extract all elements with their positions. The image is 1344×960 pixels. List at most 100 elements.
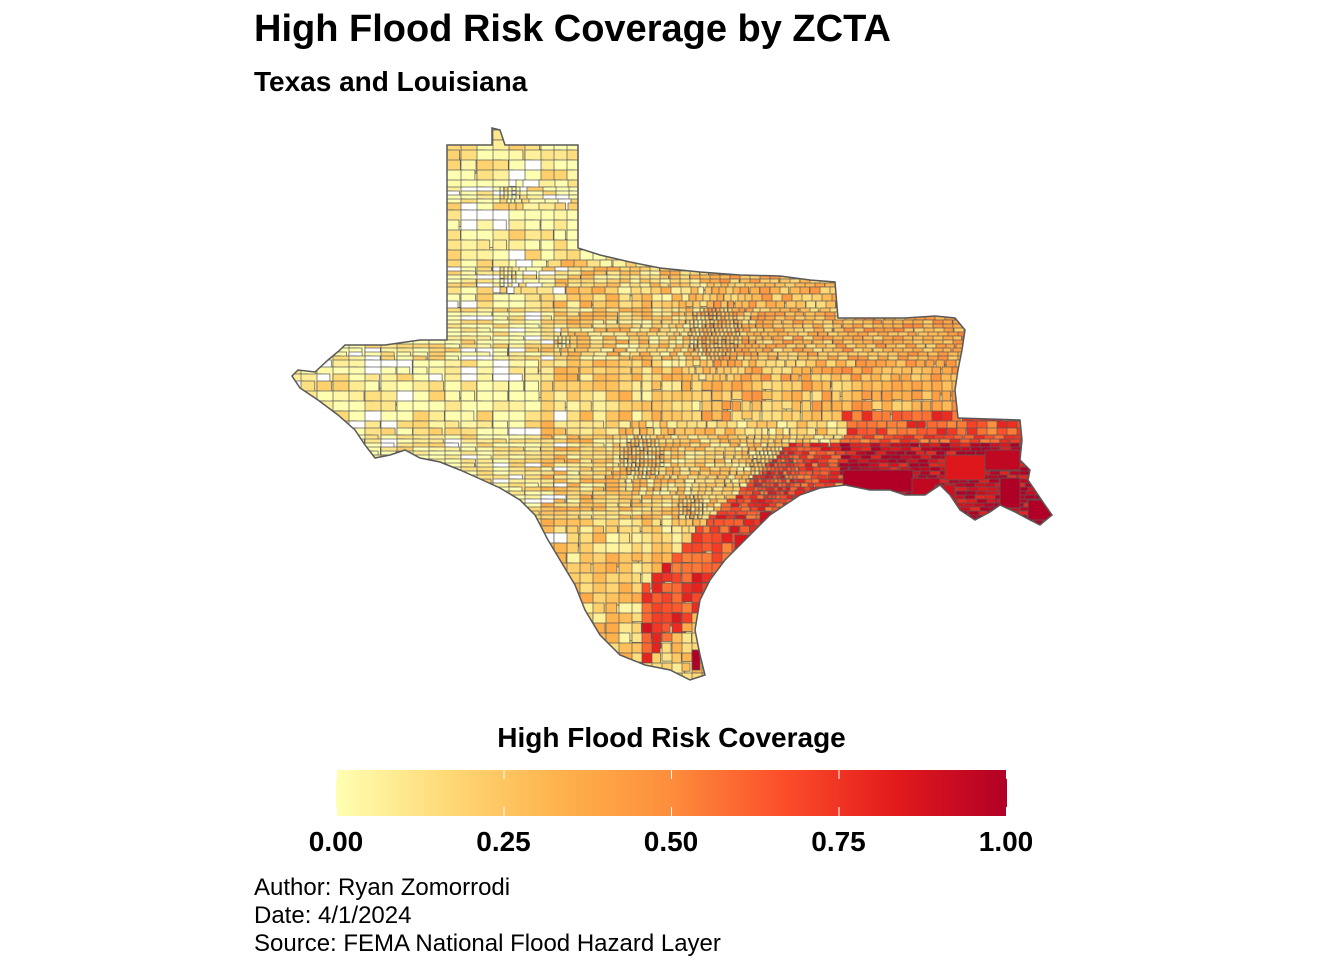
zcta-cell <box>816 514 833 532</box>
zcta-cell <box>553 128 569 139</box>
zcta-cell <box>428 139 449 155</box>
zcta-cell <box>348 315 375 332</box>
zcta-cell <box>348 186 370 206</box>
zcta-cell <box>412 270 430 292</box>
zcta-cell <box>396 186 413 204</box>
zcta-cell <box>650 190 662 203</box>
zcta-cell <box>921 219 934 231</box>
zcta-cell <box>292 510 300 530</box>
zcta-cell <box>364 315 381 342</box>
zcta-cell <box>849 286 864 298</box>
zcta-cell <box>911 293 928 306</box>
zcta-cell <box>951 159 966 169</box>
zcta-cell <box>1041 219 1052 231</box>
zcta-cell <box>831 239 842 252</box>
zcta-cell <box>970 190 981 206</box>
zcta-cell <box>732 198 750 209</box>
zcta-cell <box>1057 421 1073 435</box>
zcta-cell <box>396 219 412 234</box>
zcta-cell <box>1012 339 1025 350</box>
zcta-cell <box>768 458 773 463</box>
zcta-cell <box>799 179 816 192</box>
zcta-cell <box>821 159 839 174</box>
zcta-cell <box>605 239 626 254</box>
zcta-cell <box>1045 359 1052 373</box>
zcta-cell <box>1009 266 1021 279</box>
zcta-cell <box>971 380 988 396</box>
zcta-cell <box>292 347 311 371</box>
zcta-cell <box>741 249 751 261</box>
zcta-cell <box>396 149 422 175</box>
zcta-cell <box>992 323 1007 339</box>
zcta-cell <box>830 190 844 207</box>
zcta-cell <box>1007 351 1021 362</box>
zcta-cell <box>989 278 1001 292</box>
zcta-cell <box>1034 482 1047 492</box>
zcta-cell <box>1035 450 1046 466</box>
zcta-cell <box>911 159 924 172</box>
zcta-cell <box>761 239 773 251</box>
zcta-cell <box>860 190 872 207</box>
zcta-cell <box>944 282 959 299</box>
zcta-cell <box>596 198 609 215</box>
zcta-cell <box>671 219 685 235</box>
zcta-cell <box>929 506 947 517</box>
zcta-cell <box>316 249 332 270</box>
zcta-cell <box>396 498 411 521</box>
zcta-cell <box>981 239 998 253</box>
zcta-cell <box>300 442 326 462</box>
zcta-cell <box>981 159 996 173</box>
zcta-cell <box>1050 446 1052 459</box>
zcta-cell <box>1051 219 1052 229</box>
zcta-cell <box>938 510 949 524</box>
zcta-cell <box>412 190 430 217</box>
zcta-cell <box>1000 373 1017 390</box>
zcta-cell <box>1001 400 1011 416</box>
zcta-cell <box>1047 351 1052 365</box>
zcta-cell <box>618 128 635 134</box>
zcta-cell <box>710 194 725 210</box>
zcta-cell <box>788 458 794 463</box>
zcta-cell <box>380 514 403 540</box>
zcta-cell <box>839 506 856 518</box>
zcta-cell <box>332 478 351 495</box>
zcta-cell <box>428 319 444 338</box>
zcta-cell <box>332 466 350 483</box>
zcta-cell <box>784 510 795 520</box>
zcta-cell <box>364 454 390 479</box>
zcta-cell <box>989 274 1000 288</box>
zcta-cell <box>1032 319 1043 336</box>
zcta-cell <box>821 139 836 153</box>
zcta-cell <box>1051 249 1052 260</box>
zcta-cell <box>348 470 375 485</box>
zcta-cell <box>782 198 799 214</box>
zcta-cell <box>396 494 420 510</box>
zcta-cell <box>799 498 808 510</box>
zcta-cell <box>960 373 970 390</box>
zcta-cell <box>412 502 431 521</box>
zcta-cell <box>364 169 380 191</box>
zcta-cell <box>921 209 934 222</box>
zcta-cell <box>780 190 794 204</box>
zcta-cell <box>412 139 436 165</box>
zcta-cell <box>1014 311 1028 322</box>
zcta-cell <box>1038 478 1049 495</box>
zcta-cell <box>460 502 477 529</box>
zcta-cell <box>332 169 359 188</box>
zcta-cell <box>791 209 807 227</box>
zcta-cell <box>396 502 416 523</box>
zcta-cell <box>1034 282 1050 293</box>
zcta-cell <box>300 466 317 484</box>
zcta-cell <box>1015 259 1027 275</box>
zcta-cell <box>316 442 339 463</box>
zcta-cell <box>831 229 844 239</box>
zcta-cell <box>695 366 704 375</box>
zcta-cell <box>460 128 479 138</box>
zcta-cell <box>774 470 779 476</box>
zcta-cell <box>428 510 445 529</box>
zcta-cell <box>759 202 774 215</box>
zcta-cell <box>1040 454 1051 471</box>
zcta-cell <box>761 249 773 263</box>
zcta-cell <box>806 514 822 528</box>
zcta-cell <box>332 506 356 531</box>
